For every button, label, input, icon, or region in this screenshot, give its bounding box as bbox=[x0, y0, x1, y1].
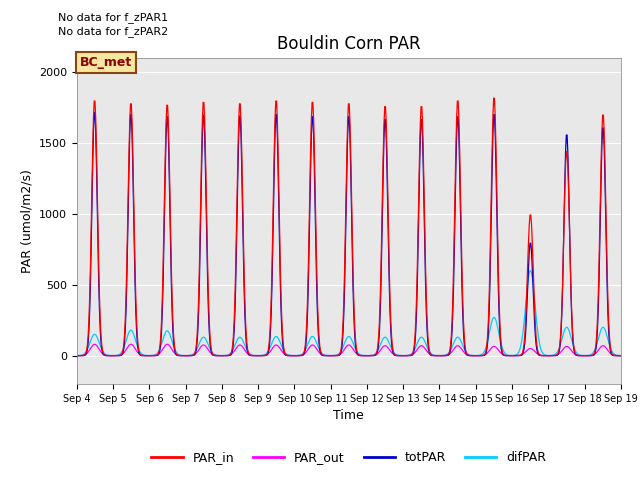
PAR_out bbox=[416, 344, 424, 349]
totPAR bbox=[140, 353, 147, 359]
totPAR bbox=[416, 168, 424, 173]
Text: No data for f_zPAR1: No data for f_zPAR1 bbox=[58, 12, 168, 23]
PAR_in bbox=[83, 348, 90, 353]
totPAR bbox=[73, 353, 81, 359]
PAR_in bbox=[509, 353, 516, 359]
PAR_out bbox=[83, 351, 90, 357]
difPAR bbox=[223, 352, 231, 358]
totPAR bbox=[83, 350, 90, 356]
totPAR bbox=[223, 353, 231, 359]
PAR_out bbox=[431, 353, 439, 359]
difPAR bbox=[73, 353, 81, 359]
difPAR bbox=[182, 353, 189, 359]
PAR_in bbox=[431, 353, 438, 359]
PAR_in bbox=[73, 353, 81, 359]
totPAR bbox=[617, 353, 625, 359]
PAR_out bbox=[140, 353, 147, 359]
totPAR bbox=[195, 309, 202, 314]
difPAR bbox=[526, 268, 534, 274]
PAR_out bbox=[73, 353, 81, 359]
Y-axis label: PAR (umol/m2/s): PAR (umol/m2/s) bbox=[20, 169, 33, 273]
Line: totPAR: totPAR bbox=[77, 113, 621, 356]
PAR_in bbox=[415, 190, 422, 196]
PAR_out bbox=[195, 347, 202, 353]
totPAR bbox=[431, 353, 439, 359]
PAR_in bbox=[194, 318, 202, 324]
difPAR bbox=[431, 352, 439, 358]
PAR_out bbox=[90, 341, 98, 347]
PAR_out bbox=[223, 353, 231, 359]
PAR_out bbox=[617, 353, 625, 359]
Text: No data for f_zPAR2: No data for f_zPAR2 bbox=[58, 26, 168, 37]
PAR_in bbox=[139, 353, 147, 359]
difPAR bbox=[195, 342, 202, 348]
Text: BC_met: BC_met bbox=[79, 56, 132, 69]
PAR_in bbox=[617, 353, 625, 359]
PAR_in bbox=[491, 96, 499, 101]
Line: difPAR: difPAR bbox=[77, 271, 621, 356]
totPAR bbox=[509, 353, 516, 359]
difPAR bbox=[83, 348, 90, 354]
difPAR bbox=[617, 353, 625, 359]
totPAR bbox=[91, 110, 99, 116]
X-axis label: Time: Time bbox=[333, 409, 364, 422]
PAR_in bbox=[223, 353, 230, 359]
Legend: PAR_in, PAR_out, totPAR, difPAR: PAR_in, PAR_out, totPAR, difPAR bbox=[147, 446, 551, 469]
Line: PAR_in: PAR_in bbox=[77, 98, 621, 356]
difPAR bbox=[416, 336, 424, 342]
difPAR bbox=[139, 352, 147, 358]
PAR_out bbox=[509, 353, 516, 359]
Line: PAR_out: PAR_out bbox=[77, 344, 621, 356]
Title: Bouldin Corn PAR: Bouldin Corn PAR bbox=[277, 35, 420, 53]
